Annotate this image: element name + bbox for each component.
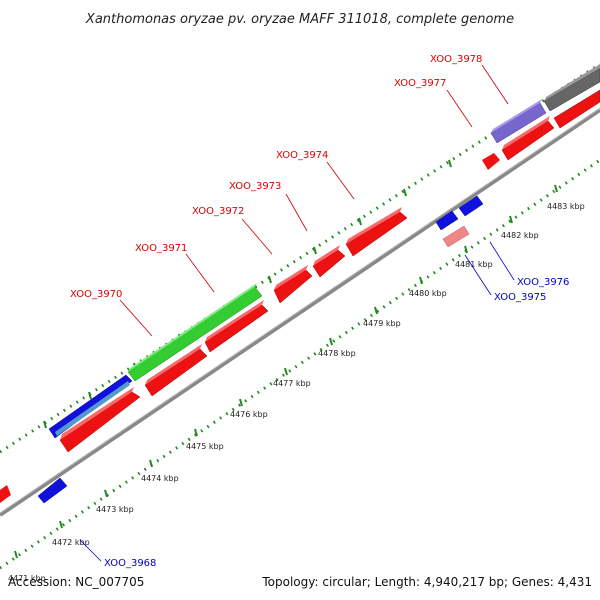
outer-tick-track (0, 62, 600, 454)
tick-label-4482: 4482 kbp (501, 231, 539, 240)
gene-forward-xoo-3974-b[interactable] (345, 211, 408, 257)
topology-summary: Topology: circular; Length: 4,940,217 bp… (261, 575, 592, 589)
reverse-gene-leaders (79, 241, 515, 562)
forward-gene-leaders (119, 64, 509, 337)
gene-reverse-xoo-3968[interactable] (37, 477, 68, 504)
tick-label-4483: 4483 kbp (547, 202, 585, 211)
accession-text: Accession: NC_007705 (8, 575, 144, 589)
gene-forward-right-edge[interactable] (553, 89, 600, 129)
genome-backbone (0, 108, 600, 517)
gene-forward-xoo-3977[interactable] (482, 153, 500, 170)
reverse-strand-genes (37, 195, 484, 504)
tick-label-4475: 4475 kbp (186, 442, 224, 451)
tick-label-4473: 4473 kbp (96, 505, 134, 514)
inner-major-ticks (14, 184, 558, 559)
gene-forward-left-edge[interactable] (0, 485, 11, 503)
gene-label-xoo-3977: XOO_3977 (394, 78, 446, 89)
gene-labels: XOO_3970 XOO_3971 XOO_3972 XOO_3973 XOO_… (70, 54, 569, 569)
outer-track-features (48, 64, 600, 439)
tick-label-4476: 4476 kbp (230, 410, 268, 419)
map-title: Xanthomonas oryzae pv. oryzae MAFF 31101… (85, 12, 514, 27)
tick-label-4481: 4481 kbp (455, 260, 493, 269)
tick-label-4478: 4478 kbp (318, 349, 356, 358)
feature-purple[interactable] (490, 102, 547, 144)
tick-label-4479: 4479 kbp (363, 319, 401, 328)
gene-label-xoo-3970: XOO_3970 (70, 289, 122, 300)
inner-tick-track (0, 158, 600, 570)
gene-forward-xoo-3972[interactable] (204, 304, 269, 353)
gene-label-xoo-3968: XOO_3968 (104, 558, 156, 569)
tick-label-4472: 4472 kbp (52, 538, 90, 547)
tick-label-4471: 4471 kbp (8, 574, 46, 583)
gene-forward-xoo-3978-lower[interactable] (501, 120, 555, 161)
gene-reverse-xoo-3976[interactable] (458, 195, 484, 217)
gene-label-xoo-3975: XOO_3975 (494, 292, 546, 303)
gene-reverse-xoo-3975[interactable] (435, 210, 459, 231)
gene-label-xoo-3976: XOO_3976 (517, 277, 569, 288)
gene-label-xoo-3978: XOO_3978 (430, 54, 482, 65)
gene-label-xoo-3974: XOO_3974 (276, 150, 328, 161)
tick-label-4474: 4474 kbp (141, 474, 179, 483)
gene-label-xoo-3971: XOO_3971 (135, 243, 187, 254)
forward-strand-genes (0, 89, 600, 503)
tick-label-4477: 4477 kbp (273, 379, 311, 388)
genome-backbone-highlight (0, 107, 600, 514)
feature-pink-xoo-3975[interactable] (442, 225, 470, 248)
gene-label-xoo-3972: XOO_3972 (192, 206, 244, 217)
gene-label-xoo-3973: XOO_3973 (229, 181, 281, 192)
tick-label-4480: 4480 kbp (409, 289, 447, 298)
rna-feature-green[interactable] (127, 286, 263, 382)
tick-labels: 4471 kbp 4472 kbp 4473 kbp 4474 kbp 4475… (8, 202, 585, 583)
gene-forward-xoo-3971[interactable] (144, 348, 208, 397)
